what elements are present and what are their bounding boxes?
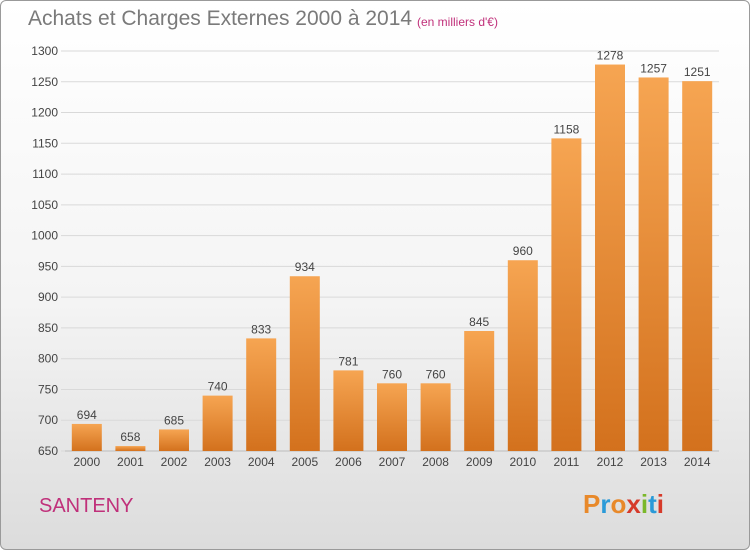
- bar-2008: [420, 383, 451, 451]
- bar-value-label: 658: [120, 430, 140, 444]
- bar-2014: [682, 81, 713, 452]
- x-tick-label: 2000: [73, 455, 100, 469]
- bar-value-label: 1251: [684, 65, 711, 79]
- bar-value-label: 833: [251, 322, 271, 336]
- bar-value-label: 1158: [553, 122, 579, 136]
- x-tick-label: 2009: [466, 455, 493, 469]
- y-tick-label: 1100: [32, 167, 58, 181]
- x-tick-label: 2013: [640, 455, 667, 469]
- bar-value-label: 845: [469, 315, 489, 329]
- chart-title: Achats et Charges Externes 2000 à 2014: [28, 7, 413, 30]
- y-tick-label: 850: [38, 321, 58, 335]
- bar-2013: [638, 77, 669, 451]
- bar-2010: [507, 260, 538, 451]
- bar-value-label: 740: [208, 380, 228, 394]
- y-tick-label: 900: [38, 290, 58, 304]
- bar-2004: [246, 338, 277, 451]
- logo-letter: i: [640, 489, 649, 519]
- bar-2006: [333, 370, 364, 451]
- y-tick-label: 800: [38, 352, 58, 366]
- bar-value-label: 694: [77, 408, 97, 422]
- x-tick-label: 2006: [335, 455, 362, 469]
- x-tick-label: 2002: [161, 455, 188, 469]
- y-tick-label: 1300: [31, 44, 58, 58]
- logo-letter: P: [583, 489, 601, 519]
- x-tick-label: 2011: [553, 455, 579, 469]
- logo-letter: i: [656, 489, 664, 519]
- bar-2000: [71, 423, 102, 451]
- commune-name: SANTENY: [39, 495, 134, 517]
- chart-subtitle: (en milliers d'€): [417, 15, 498, 29]
- y-tick-label: 1250: [31, 75, 58, 89]
- y-tick-label: 650: [38, 444, 58, 458]
- y-tick-label: 950: [38, 259, 58, 273]
- x-tick-label: 2001: [117, 455, 144, 469]
- x-tick-label: 2007: [379, 455, 406, 469]
- x-tick-label: 2014: [684, 455, 711, 469]
- x-tick-label: 2012: [597, 455, 624, 469]
- logo-letter: r: [600, 489, 611, 519]
- bar-2011: [551, 138, 582, 451]
- logo-letter: t: [648, 489, 657, 519]
- bar-value-label: 1278: [597, 49, 624, 63]
- bar-value-label: 760: [426, 367, 446, 381]
- y-tick-label: 1200: [31, 106, 58, 120]
- y-tick-label: 1000: [31, 229, 58, 243]
- x-tick-label: 2008: [422, 455, 449, 469]
- y-tick-label: 1150: [32, 136, 58, 150]
- proxiti-logo: Proxiti: [583, 489, 664, 520]
- x-tick-label: 2003: [204, 455, 231, 469]
- logo-letter: o: [610, 489, 627, 519]
- x-tick-label: 2010: [509, 455, 536, 469]
- x-tick-label: 2004: [248, 455, 275, 469]
- y-tick-label: 700: [38, 413, 58, 427]
- bar-value-label: 685: [164, 413, 184, 427]
- bar-value-label: 960: [513, 244, 533, 258]
- y-tick-label: 1050: [31, 198, 58, 212]
- bar-2005: [289, 276, 320, 451]
- bar-value-label: 934: [295, 260, 315, 274]
- bar-value-label: 781: [338, 354, 358, 368]
- bar-value-label: 760: [382, 367, 402, 381]
- bar-2003: [202, 395, 233, 451]
- bar-value-label: 1257: [640, 61, 667, 75]
- bar-2009: [464, 331, 495, 451]
- x-tick-label: 2005: [291, 455, 318, 469]
- bar-2001: [115, 446, 146, 451]
- bar-2002: [159, 429, 189, 451]
- y-tick-label: 750: [38, 382, 58, 396]
- logo-letter: x: [626, 489, 641, 519]
- bar-2007: [377, 383, 407, 451]
- bar-2012: [595, 64, 625, 452]
